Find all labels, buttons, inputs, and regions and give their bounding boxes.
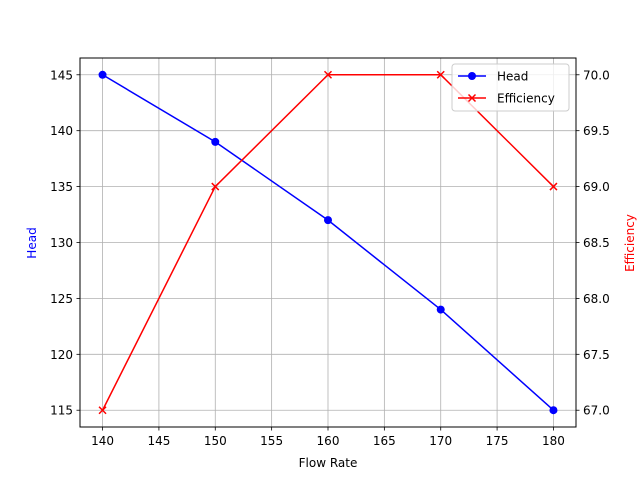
legend-efficiency-marker-icon [467, 93, 477, 103]
grid-lines [80, 58, 576, 427]
x-tick-label: 150 [204, 434, 227, 448]
x-tick-label: 180 [542, 434, 565, 448]
y-axis-left-label: Head [25, 227, 39, 258]
y-tick-label: 130 [50, 236, 73, 250]
x-tick-label: 170 [429, 434, 452, 448]
head-data-point [98, 70, 107, 79]
x-tick-label: 155 [260, 434, 283, 448]
efficiency-data-point [98, 406, 107, 415]
series-lines [98, 70, 558, 415]
head-data-point [324, 216, 332, 225]
y-tick-label: 125 [50, 292, 73, 306]
y2-tick-label: 68.0 [583, 292, 610, 306]
legend-head-label: Head [497, 70, 528, 84]
y2-tick-label: 69.5 [583, 124, 610, 138]
efficiency-data-point [436, 70, 445, 79]
head-data-point [436, 305, 445, 314]
efficiency-data-point [323, 70, 333, 79]
x-tick-label: 165 [373, 434, 396, 448]
y-tick-label: 135 [50, 180, 73, 194]
y-axis-right-label: Efficiency [623, 214, 637, 272]
x-axis-label: Flow Rate [299, 456, 358, 470]
y2-tick-label: 68.5 [583, 236, 610, 250]
y-tick-label: 140 [50, 124, 73, 138]
efficiency-data-point [549, 182, 558, 191]
x-tick-label: 140 [91, 434, 114, 448]
y2-tick-label: 69.0 [583, 180, 610, 194]
y2-tick-label: 67.5 [583, 348, 610, 362]
x-tick-label: 175 [486, 434, 509, 448]
legend-efficiency-label: Efficiency [497, 92, 555, 106]
y2-tick-label: 67.0 [583, 404, 610, 418]
y-axis-left-ticks: 115 120 125 130 135 140 145 [50, 68, 80, 418]
x-tick-label: 160 [317, 434, 340, 448]
y-tick-label: 120 [50, 348, 73, 362]
y2-tick-label: 70.0 [583, 68, 610, 82]
y-tick-label: 115 [50, 404, 73, 418]
y-tick-label: 145 [50, 68, 73, 82]
x-tick-label: 145 [147, 434, 170, 448]
legend-head-marker-icon [468, 72, 476, 80]
y-axis-right-ticks: 67.0 67.5 68.0 68.5 69.0 69.5 70.0 [576, 68, 610, 418]
legend: Head Efficiency [451, 63, 570, 112]
head-data-point [211, 137, 220, 146]
x-axis-ticks: 140 145 150 155 160 165 170 175 180 [91, 427, 565, 448]
head-data-point [549, 406, 558, 415]
efficiency-data-point [211, 182, 220, 191]
